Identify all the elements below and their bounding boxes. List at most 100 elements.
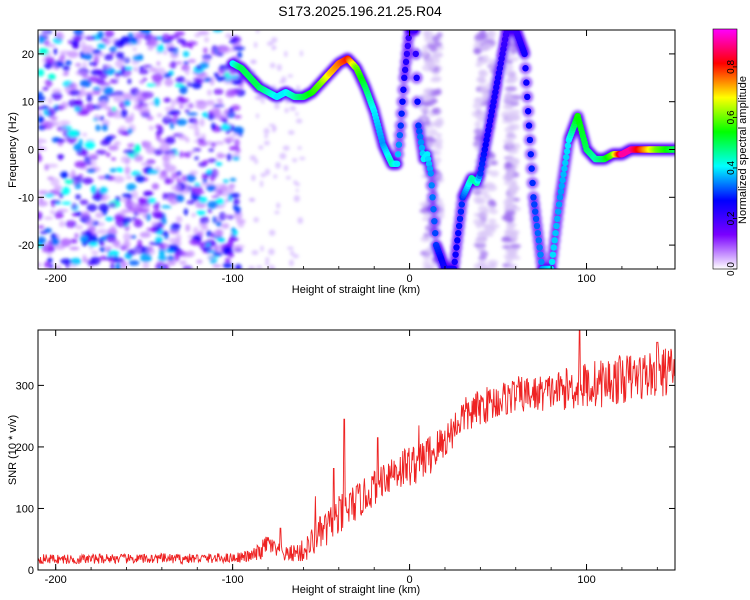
spectrogram-noise-blob <box>289 105 297 111</box>
spectrogram-noise-blob <box>69 246 80 251</box>
spectrogram-band-blob <box>475 62 483 68</box>
spectrogram-noise-blob <box>206 89 212 96</box>
spectrogram-noise-blob <box>156 113 163 118</box>
spectrogram-x-tick-label: -200 <box>45 273 67 285</box>
spectrogram-ridge-point <box>414 98 421 105</box>
spectrogram-band-blob <box>505 197 514 204</box>
spectrogram-ridge-point <box>412 50 419 58</box>
spectrogram-noise-blob <box>284 50 288 58</box>
spectrogram-noise-blob <box>295 182 301 187</box>
spectrogram-ridge-point <box>523 79 530 86</box>
spectrogram-noise-blob <box>248 265 255 269</box>
snr-y-axis-label: SNR (10 * v/v) <box>7 415 19 485</box>
spectrogram-noise-blob <box>268 123 276 127</box>
spectrogram-noise-blob <box>47 257 53 264</box>
spectrogram-noise-blob <box>72 176 82 180</box>
colorbar-gradient <box>712 28 738 270</box>
spectrogram-noise-blob <box>205 101 216 107</box>
spectrogram-noise-blob <box>151 183 160 190</box>
spectrogram-noise-blob <box>167 260 177 266</box>
spectrogram-band-blob <box>507 75 519 82</box>
spectrogram-noise-blob <box>273 174 278 179</box>
spectrogram-noise-blob <box>110 262 115 269</box>
spectrogram-noise-blob <box>113 94 123 103</box>
spectrogram-noise-blob <box>62 65 70 71</box>
spectrogram-noise-blob <box>190 185 203 193</box>
spectrogram-noise-blob <box>134 143 141 153</box>
spectrogram-ridge-point <box>401 74 408 82</box>
spectrogram-noise-blob <box>51 88 62 94</box>
spectrogram-noise-blob <box>268 264 276 269</box>
spectrogram-ridge-point <box>418 144 426 152</box>
spectrogram-noise-blob <box>112 257 125 263</box>
spectrogram-noise-blob <box>251 250 259 256</box>
spectrogram-noise-blob <box>228 251 235 258</box>
spectrogram-noise-blob <box>169 152 177 159</box>
spectrogram-noise-blob <box>122 208 130 213</box>
colorbar-tick-label: 0.4 <box>726 161 737 175</box>
spectrogram-ridge-point <box>557 188 565 195</box>
spectrogram-noise-blob <box>38 236 47 245</box>
spectrogram-noise-blob <box>286 246 294 250</box>
spectrogram-noise-blob <box>73 143 83 152</box>
spectrogram-noise-blob <box>276 202 281 209</box>
spectrogram-ridge-point <box>528 165 535 172</box>
spectrogram-noise-blob <box>79 199 89 205</box>
spectrogram-noise-blob <box>180 79 192 84</box>
spectrogram-noise-blob <box>143 191 153 197</box>
spectrogram-ridge-point <box>457 208 465 215</box>
spectrogram-noise-blob <box>296 85 301 91</box>
spectrogram-noise-blob <box>58 120 71 126</box>
spectrogram-noise-blob <box>264 168 271 176</box>
spectrogram-noise-blob <box>142 77 148 82</box>
spectrogram-band-blob <box>503 162 513 170</box>
spectrogram-noise-blob <box>207 200 219 209</box>
spectrogram-band-blob <box>506 223 515 231</box>
spectrogram-noise-blob <box>67 99 80 108</box>
spectrogram-noise-blob <box>251 174 256 182</box>
spectrogram-ridge-point <box>548 258 556 266</box>
spectrogram-ridge-point <box>405 34 412 42</box>
spectrogram-ridge-point <box>538 258 545 266</box>
spectrogram-noise-blob <box>175 215 183 223</box>
spectrogram-band-blob <box>428 128 438 137</box>
colorbar-ticks: 0.0 0.2 0.4 0.6 0.8 <box>726 60 737 276</box>
spectrogram-noise-blob <box>82 148 89 158</box>
spectrogram-noise-blob <box>274 102 280 110</box>
spectrogram-band-blob <box>504 215 514 223</box>
spectrogram-noise-blob <box>260 172 267 178</box>
spectrogram-noise-blob <box>79 87 86 97</box>
spectrogram-ridge-point <box>564 142 572 149</box>
spectrogram-noise-blob <box>254 158 259 165</box>
spectrogram-noise-blob <box>224 257 231 263</box>
spectrogram-noise-blob <box>268 229 276 236</box>
spectrogram-noise-blob <box>43 216 54 220</box>
spectrogram-band-blob <box>478 255 487 261</box>
spectrogram-noise-blob <box>43 30 49 37</box>
spectrogram-noise-blob <box>227 239 234 248</box>
spectrogram-noise-blob <box>204 36 210 43</box>
spectrogram-noise-blob <box>183 61 189 65</box>
spectrogram-noise-blob <box>229 192 241 199</box>
spectrogram-ridge-point <box>454 237 461 244</box>
spectrogram-band-blob <box>422 260 431 267</box>
spectrogram-noise-blob <box>174 83 185 88</box>
spectrogram-noise-blob <box>142 262 150 269</box>
snr-background <box>38 330 675 570</box>
spectrogram-noise-blob <box>175 233 182 242</box>
spectrogram-noise-blob <box>162 97 172 103</box>
spectrogram-noise-blob <box>68 39 73 45</box>
spectrogram-y-tick-label: -20 <box>18 240 34 252</box>
spectrogram-noise-blob <box>173 253 180 262</box>
spectrogram-noise-blob <box>290 250 295 256</box>
spectrogram-noise-blob <box>176 118 188 126</box>
spectrogram-band-blob <box>475 112 485 120</box>
spectrogram-x-tick-label: -100 <box>222 273 244 285</box>
spectrogram-noise-blob <box>157 125 164 135</box>
spectrogram-noise-blob <box>61 201 72 205</box>
spectrogram-noise-blob <box>223 80 234 85</box>
spectrogram-noise-blob <box>74 160 87 169</box>
spectrogram-noise-blob <box>80 40 86 50</box>
spectrogram-band-blob <box>504 209 516 216</box>
spectrogram-ridge-point <box>561 165 568 172</box>
